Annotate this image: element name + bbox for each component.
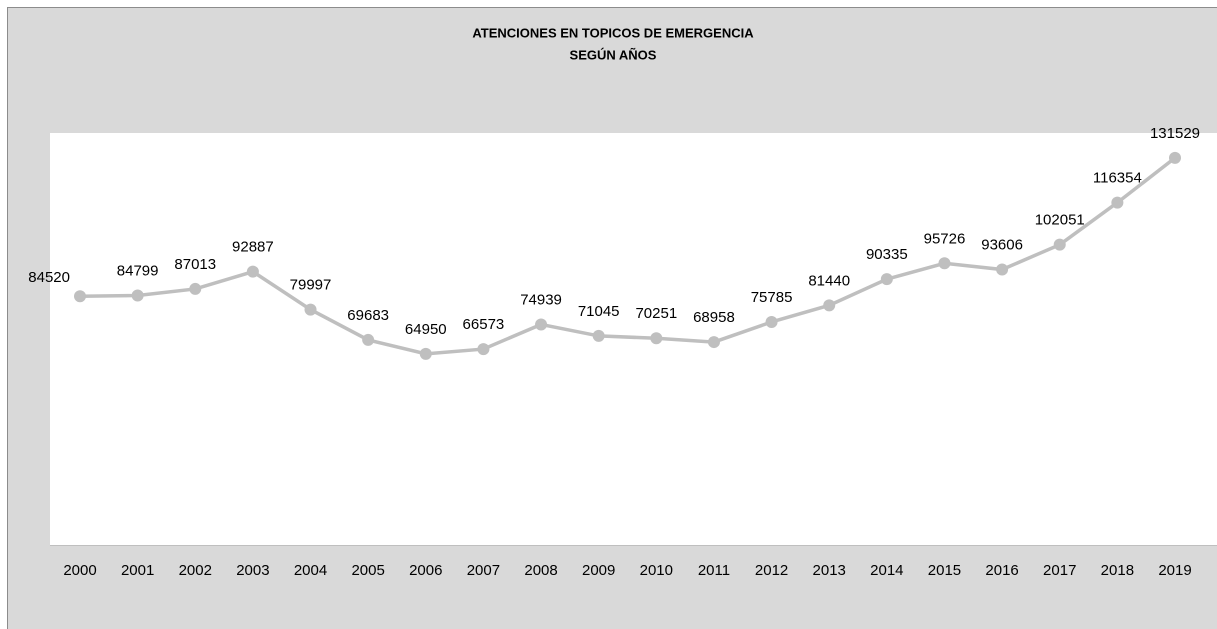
marker (592, 329, 605, 342)
x-tick-label: 2004 (294, 562, 327, 579)
marker (131, 289, 144, 302)
chart-title: ATENCIONES EN TOPICOS DE EMERGENCIA (472, 25, 754, 40)
marker (74, 290, 86, 303)
marker (707, 336, 720, 349)
data-label: 92887 (232, 239, 274, 256)
x-tick-label: 2003 (236, 562, 269, 579)
data-label: 74939 (520, 291, 562, 308)
data-label: 95726 (924, 230, 966, 247)
marker (535, 318, 548, 331)
x-tick-label: 2005 (351, 562, 384, 579)
marker (996, 263, 1009, 276)
x-tick-label: 2014 (870, 562, 903, 579)
data-label: 90335 (866, 246, 908, 263)
data-label: 84520 (28, 269, 70, 286)
x-tick-label: 2000 (63, 562, 96, 579)
x-tick-label: 2016 (985, 562, 1018, 579)
marker (1169, 151, 1181, 164)
x-tick-label: 2006 (409, 562, 442, 579)
marker (1053, 238, 1066, 251)
line (79, 156, 1177, 356)
x-tick-label: 2010 (640, 562, 673, 579)
data-label: 81440 (808, 272, 850, 289)
chart-subtitle: SEGÚN AÑOS (570, 47, 657, 62)
marker (823, 299, 836, 312)
marker (304, 303, 317, 316)
marker (189, 282, 202, 295)
x-tick-label: 2017 (1043, 562, 1076, 579)
x-tick-label: 2015 (928, 562, 961, 579)
marker (246, 265, 259, 278)
x-tick-label: 2013 (813, 562, 846, 579)
x-tick-label: 2018 (1101, 562, 1134, 579)
marker (880, 273, 893, 286)
data-label: 75785 (751, 289, 793, 306)
data-label: 131529 (1150, 125, 1200, 142)
x-tick-label: 2012 (755, 562, 788, 579)
marker (362, 333, 375, 346)
x-tick-label: 2007 (467, 562, 500, 579)
data-label: 102051 (1035, 212, 1085, 229)
x-tick-label: 2008 (524, 562, 557, 579)
data-label: 70251 (635, 305, 677, 322)
data-label: 84799 (117, 262, 159, 279)
data-label: 79997 (290, 277, 332, 294)
data-label: 64950 (405, 321, 447, 338)
marker (765, 315, 778, 328)
marker (477, 343, 490, 356)
marker (1111, 196, 1124, 209)
marker (650, 332, 663, 345)
data-label: 68958 (693, 309, 735, 326)
x-tick-label: 2011 (698, 562, 730, 579)
data-label: 66573 (463, 316, 505, 333)
marker (419, 347, 432, 360)
marker (938, 257, 951, 270)
data-label: 93606 (981, 236, 1023, 253)
data-label: 69683 (347, 307, 389, 324)
data-label: 116354 (1093, 170, 1142, 187)
x-tick-label: 2002 (179, 562, 212, 579)
data-label: 71045 (578, 303, 620, 320)
x-tick-label: 2019 (1158, 562, 1191, 579)
x-tick-label: 2001 (121, 562, 154, 579)
data-label: 87013 (174, 256, 216, 273)
x-tick-label: 2009 (582, 562, 615, 579)
